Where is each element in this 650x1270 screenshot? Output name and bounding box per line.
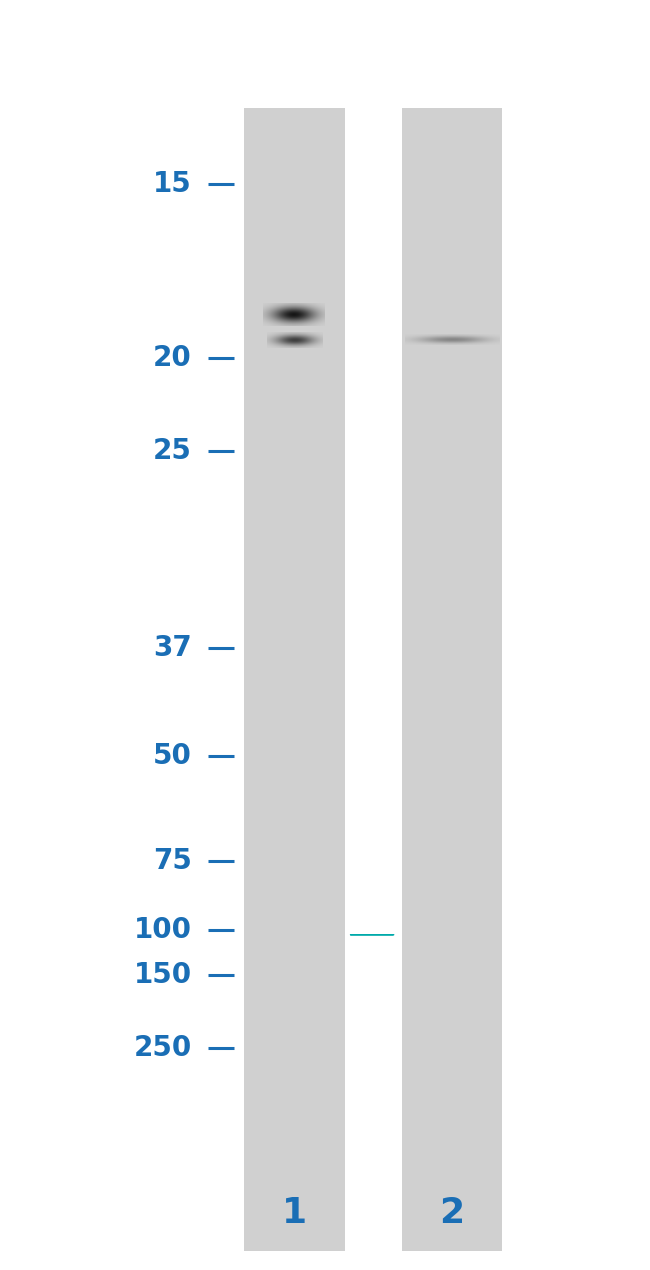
Bar — [244, 108, 344, 1251]
Text: 75: 75 — [153, 847, 192, 875]
Text: 100: 100 — [134, 916, 192, 944]
Text: 25: 25 — [153, 437, 192, 465]
Text: 150: 150 — [134, 961, 192, 989]
Text: 20: 20 — [153, 344, 192, 372]
Text: 2: 2 — [439, 1196, 465, 1229]
Text: 50: 50 — [153, 742, 192, 770]
Text: 1: 1 — [281, 1196, 307, 1229]
Text: 15: 15 — [153, 170, 192, 198]
Text: 37: 37 — [153, 634, 192, 662]
Text: 250: 250 — [133, 1034, 192, 1062]
Bar — [348, 108, 398, 1251]
Bar — [402, 108, 502, 1251]
